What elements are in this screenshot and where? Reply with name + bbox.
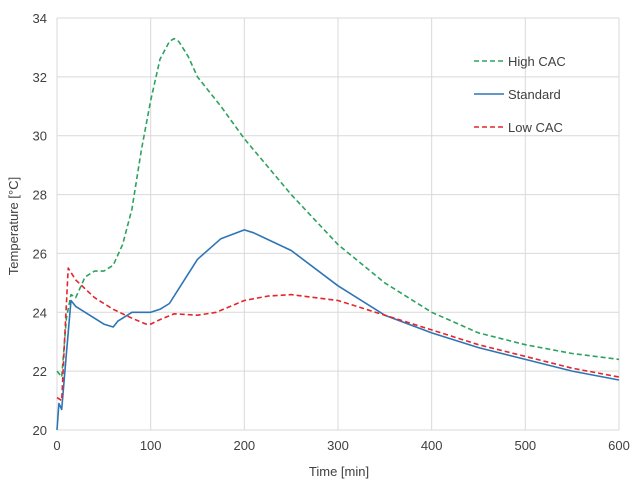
x-tick-label: 400 bbox=[421, 438, 443, 453]
x-tick-label: 0 bbox=[53, 438, 60, 453]
y-tick-label: 26 bbox=[33, 246, 47, 261]
legend-label: High CAC bbox=[508, 54, 566, 69]
x-tick-label: 100 bbox=[140, 438, 162, 453]
axes: 20 22 24 26 28 30 32 34 0 100 200 300 400 500 600 bbox=[33, 11, 630, 453]
grid bbox=[56, 17, 620, 431]
legend: High CAC Standard Low CAC bbox=[474, 54, 566, 135]
series-line-low-cac bbox=[56, 267, 620, 402]
x-tick-label: 300 bbox=[327, 438, 349, 453]
y-tick-label: 32 bbox=[33, 70, 47, 85]
y-tick-label: 20 bbox=[33, 423, 47, 438]
x-tick-label: 200 bbox=[233, 438, 255, 453]
y-tick-label: 24 bbox=[33, 305, 47, 320]
x-tick-label: 500 bbox=[514, 438, 536, 453]
legend-label: Standard bbox=[508, 87, 561, 102]
y-tick-label: 34 bbox=[33, 11, 47, 26]
y-tick-label: 28 bbox=[33, 188, 47, 203]
y-axis-label: Temperature [°C] bbox=[6, 177, 21, 275]
series-lines bbox=[56, 37, 620, 431]
series-line-high-cac bbox=[56, 37, 620, 378]
y-tick-label: 30 bbox=[33, 129, 47, 144]
legend-label: Low CAC bbox=[508, 120, 563, 135]
x-axis-label: Time [min] bbox=[309, 464, 369, 479]
x-tick-label: 600 bbox=[608, 438, 630, 453]
y-tick-label: 22 bbox=[33, 364, 47, 379]
